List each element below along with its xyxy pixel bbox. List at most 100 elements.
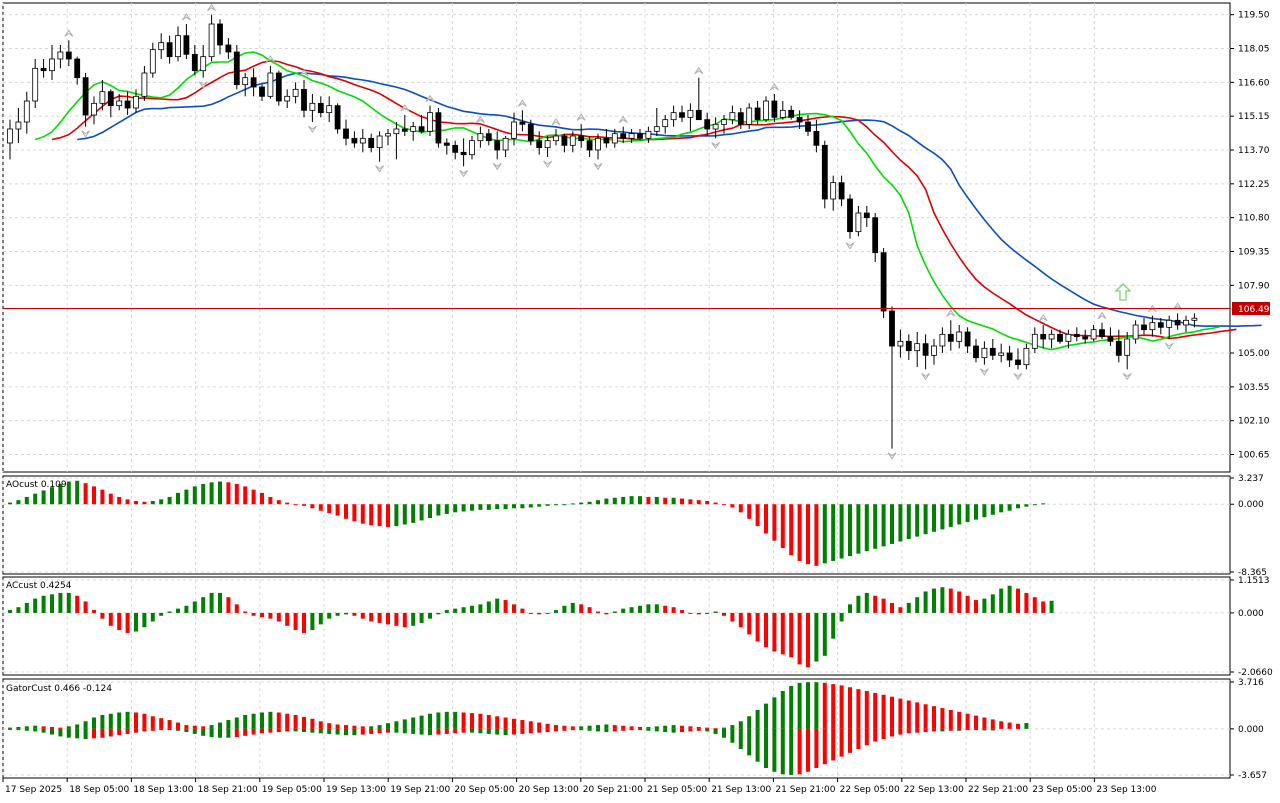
histogram-bar — [713, 728, 718, 730]
histogram-bar — [201, 483, 206, 505]
candle-body — [973, 345, 979, 359]
candle-body — [284, 95, 291, 102]
histogram-bar — [251, 489, 256, 505]
histogram-bar — [638, 728, 642, 731]
histogram-bar — [134, 712, 138, 729]
histogram-bar — [58, 727, 63, 729]
histogram-bar — [654, 604, 659, 613]
candle-body — [922, 343, 929, 356]
histogram-bar — [226, 720, 231, 729]
histogram-bar — [251, 728, 256, 735]
price-tick-label: 100.65 — [1238, 451, 1270, 461]
histogram-bar — [654, 726, 659, 729]
histogram-bar — [293, 504, 298, 506]
histogram-bar — [8, 727, 12, 729]
histogram-bar — [260, 712, 264, 729]
histogram-bar — [8, 610, 12, 613]
histogram-bar — [33, 493, 38, 505]
histogram-bar — [579, 502, 584, 505]
histogram-bar — [444, 711, 449, 729]
histogram-bar — [66, 726, 71, 729]
fractal-up-icon — [400, 104, 410, 112]
ac-indicator-pane[interactable]: ACcust 0.4254 1.1513 0.000 -2.0660 — [2, 576, 1273, 678]
histogram-bar — [419, 728, 424, 735]
histogram-bar — [495, 598, 500, 613]
histogram-bar — [940, 728, 945, 732]
candle-body — [259, 86, 265, 97]
histogram-bar — [108, 713, 113, 729]
histogram-bar — [579, 726, 584, 729]
histogram-bar — [276, 500, 281, 505]
histogram-bar — [671, 728, 676, 733]
histogram-bar — [898, 698, 903, 729]
histogram-bar — [50, 487, 54, 505]
histogram-bar — [293, 714, 298, 729]
fractal-up-icon — [618, 115, 628, 124]
candle-body — [1065, 333, 1072, 342]
candle-body — [191, 53, 198, 72]
histogram-bar — [965, 504, 970, 523]
histogram-bar — [184, 728, 189, 733]
histogram-bar — [293, 612, 298, 631]
candle-body — [65, 51, 72, 60]
candle-body — [662, 119, 669, 128]
histogram-bar — [806, 504, 810, 565]
histogram-bar — [722, 727, 726, 729]
histogram-bar — [990, 719, 995, 729]
fractal-down-icon — [492, 162, 502, 171]
histogram-bar — [142, 713, 147, 729]
candle-body — [595, 137, 601, 151]
candle-body — [1141, 324, 1147, 331]
histogram-bar — [932, 588, 936, 613]
histogram-bar — [92, 728, 96, 739]
candle-body — [746, 107, 753, 125]
histogram-bar — [470, 728, 474, 733]
histogram-bar — [386, 612, 390, 625]
candle-body — [763, 100, 769, 121]
candle-body — [1115, 340, 1122, 356]
fractal-up-icon — [299, 69, 309, 77]
ao-indicator-pane[interactable]: AOcust 0.109 3.237 0.000 -8.365 — [2, 474, 1267, 578]
histogram-bar — [176, 492, 180, 505]
histogram-bar — [352, 612, 357, 616]
candle-body — [813, 130, 820, 146]
histogram-bar — [92, 717, 96, 729]
candle-body — [805, 121, 811, 132]
candle-body — [200, 56, 207, 72]
candle-body — [133, 95, 139, 109]
gator-indicator-pane[interactable]: GatorCust 0.466 -0.124 3.716 0.000 -3.657 — [2, 678, 1267, 781]
fractal-down-icon — [81, 130, 91, 138]
histogram-bar — [352, 504, 357, 522]
fractal-down-icon — [1013, 372, 1023, 381]
candle-body — [469, 140, 475, 156]
histogram-bar — [386, 728, 390, 733]
candle-body — [1183, 319, 1189, 326]
histogram-bar — [134, 612, 138, 632]
time-tick-label: 23 Sep 05:00 — [1032, 785, 1092, 795]
histogram-bar — [596, 725, 600, 729]
histogram-bar — [764, 504, 768, 534]
histogram-bar — [251, 713, 256, 729]
candle-body — [250, 77, 257, 88]
candle-body — [334, 105, 341, 130]
candle-body — [1107, 336, 1114, 342]
candle-body — [821, 144, 828, 200]
histogram-bar — [780, 612, 785, 655]
price-grid — [2, 3, 1230, 472]
histogram-bar — [226, 482, 231, 505]
time-tick-label: 20 Sep 05:00 — [454, 785, 514, 795]
price-chart-pane[interactable]: 119.50 118.05 116.60 115.15 113.70 112.25 110.… — [2, 2, 1270, 473]
fractal-down-icon — [593, 162, 603, 171]
histogram-bar — [839, 504, 844, 559]
histogram-bar — [806, 682, 810, 729]
current-price-badge — [1232, 302, 1270, 315]
histogram-bar — [150, 500, 155, 505]
histogram-bar — [873, 595, 878, 613]
candle-body — [897, 340, 904, 347]
histogram-bar — [428, 504, 432, 518]
candle-body — [620, 133, 627, 139]
histogram-bar — [831, 728, 836, 761]
histogram-bar — [83, 483, 88, 505]
histogram-bar — [302, 716, 306, 729]
